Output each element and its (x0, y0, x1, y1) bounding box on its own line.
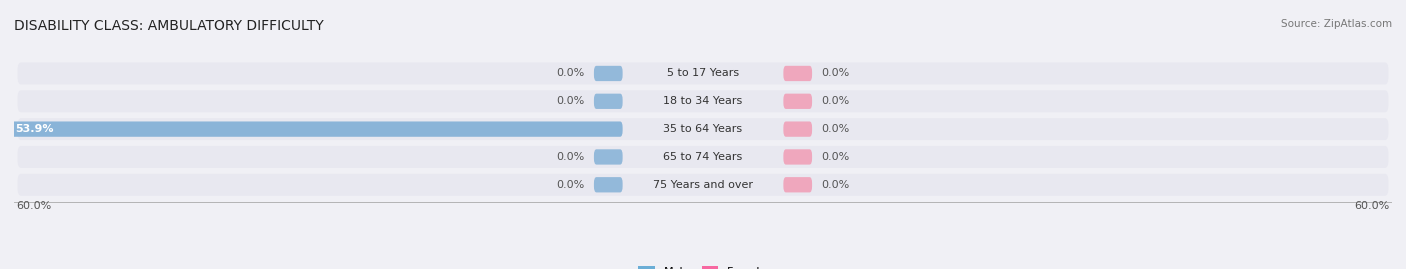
Legend: Male, Female: Male, Female (638, 266, 768, 269)
Text: 60.0%: 60.0% (1354, 201, 1389, 211)
Text: 0.0%: 0.0% (557, 96, 585, 106)
Text: 0.0%: 0.0% (557, 180, 585, 190)
FancyBboxPatch shape (783, 94, 813, 109)
FancyBboxPatch shape (17, 146, 1389, 168)
Text: 60.0%: 60.0% (17, 201, 52, 211)
Text: 0.0%: 0.0% (821, 69, 849, 79)
FancyBboxPatch shape (783, 122, 813, 137)
FancyBboxPatch shape (783, 177, 813, 192)
Text: Source: ZipAtlas.com: Source: ZipAtlas.com (1281, 19, 1392, 29)
FancyBboxPatch shape (17, 62, 1389, 84)
Text: 0.0%: 0.0% (557, 69, 585, 79)
FancyBboxPatch shape (593, 149, 623, 165)
FancyBboxPatch shape (593, 94, 623, 109)
Text: 35 to 64 Years: 35 to 64 Years (664, 124, 742, 134)
FancyBboxPatch shape (17, 118, 1389, 140)
FancyBboxPatch shape (593, 177, 623, 192)
Text: 0.0%: 0.0% (557, 152, 585, 162)
FancyBboxPatch shape (4, 122, 623, 137)
FancyBboxPatch shape (17, 174, 1389, 196)
Text: 18 to 34 Years: 18 to 34 Years (664, 96, 742, 106)
Text: 0.0%: 0.0% (821, 152, 849, 162)
FancyBboxPatch shape (783, 149, 813, 165)
Text: 65 to 74 Years: 65 to 74 Years (664, 152, 742, 162)
Text: 0.0%: 0.0% (821, 96, 849, 106)
Text: 53.9%: 53.9% (15, 124, 53, 134)
Text: 75 Years and over: 75 Years and over (652, 180, 754, 190)
Text: 0.0%: 0.0% (821, 180, 849, 190)
FancyBboxPatch shape (783, 66, 813, 81)
Text: 5 to 17 Years: 5 to 17 Years (666, 69, 740, 79)
Text: DISABILITY CLASS: AMBULATORY DIFFICULTY: DISABILITY CLASS: AMBULATORY DIFFICULTY (14, 19, 323, 33)
Text: 0.0%: 0.0% (821, 124, 849, 134)
FancyBboxPatch shape (17, 90, 1389, 112)
FancyBboxPatch shape (593, 66, 623, 81)
